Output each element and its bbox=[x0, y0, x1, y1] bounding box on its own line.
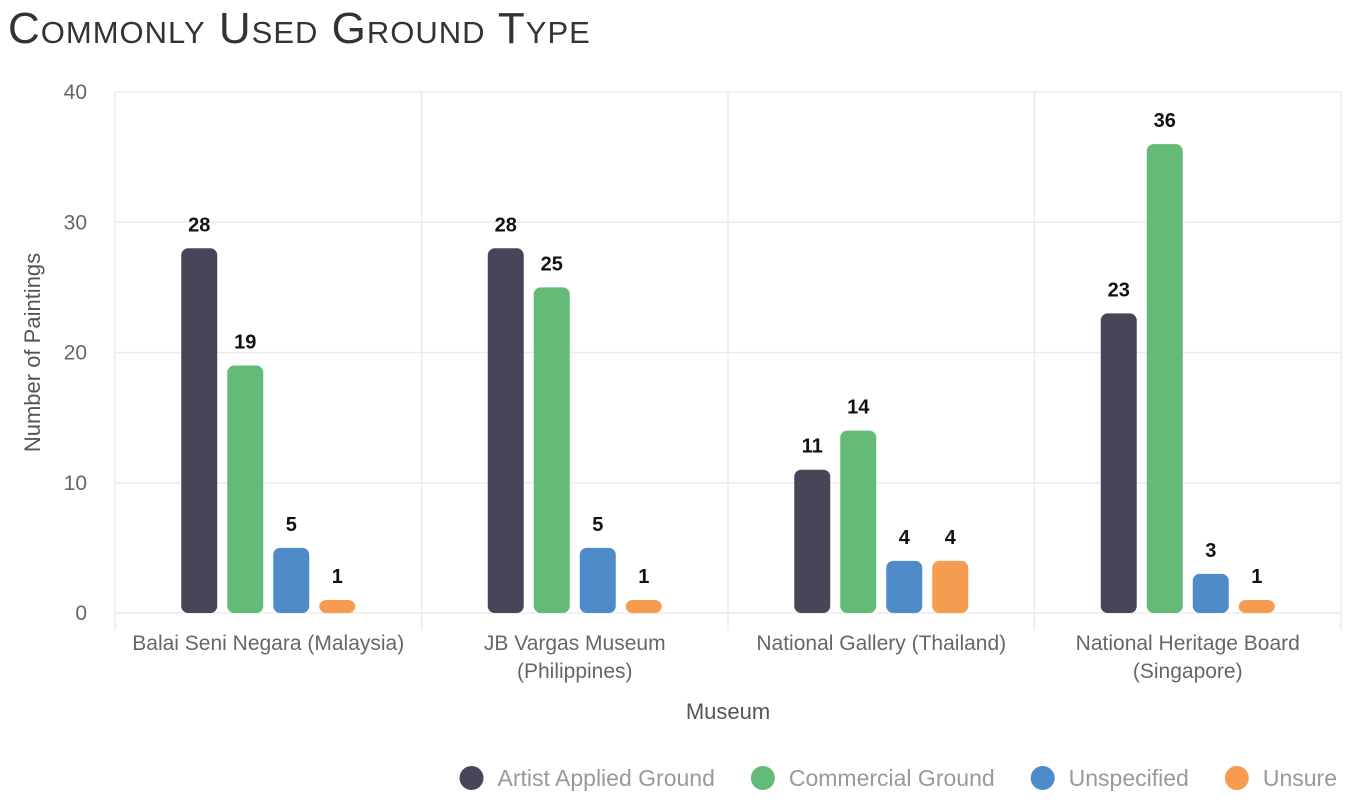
data-label: 28 bbox=[188, 214, 210, 236]
x-axis-title: Museum bbox=[686, 699, 770, 724]
data-label: 28 bbox=[495, 214, 517, 236]
x-tick-label: Balai Seni Negara (Malaysia) bbox=[132, 632, 404, 655]
x-tick-label: (Singapore) bbox=[1133, 660, 1243, 683]
grid bbox=[114, 91, 1342, 630]
legend-label: Commercial Ground bbox=[789, 765, 995, 791]
data-label: 5 bbox=[592, 514, 603, 536]
data-label: 5 bbox=[286, 514, 297, 536]
y-tick-label: 20 bbox=[64, 342, 87, 365]
bar bbox=[932, 560, 969, 613]
chart-title: Commonly Used Ground Type bbox=[8, 4, 591, 53]
legend-item: Artist Applied Ground bbox=[459, 765, 715, 791]
legend-item: Commercial Ground bbox=[750, 765, 995, 791]
data-label: 1 bbox=[1251, 566, 1262, 588]
bar bbox=[227, 365, 264, 613]
legend-item: Unsure bbox=[1224, 765, 1337, 791]
bars bbox=[181, 144, 1275, 614]
data-label: 25 bbox=[541, 253, 563, 275]
x-tick-label: National Gallery (Thailand) bbox=[756, 632, 1006, 655]
bar bbox=[181, 248, 218, 614]
bar bbox=[1192, 573, 1229, 613]
bar bbox=[579, 547, 616, 613]
data-label: 1 bbox=[332, 566, 343, 588]
x-tick-label: JB Vargas Museum bbox=[484, 632, 666, 655]
legend-swatch bbox=[1224, 766, 1249, 790]
bar bbox=[840, 430, 877, 613]
legend-swatch bbox=[459, 766, 484, 790]
data-label: 14 bbox=[847, 397, 870, 419]
y-tick-label: 40 bbox=[64, 81, 87, 104]
bar bbox=[1100, 313, 1137, 613]
x-tick-label: National Heritage Board bbox=[1076, 632, 1300, 655]
bar bbox=[625, 599, 662, 613]
legend-swatch bbox=[750, 766, 775, 790]
legend-label: Unspecified bbox=[1069, 765, 1189, 791]
data-label: 4 bbox=[945, 527, 957, 549]
bar bbox=[1146, 144, 1183, 613]
legend-label: Artist Applied Ground bbox=[498, 765, 715, 791]
bar bbox=[1238, 599, 1275, 613]
data-label: 3 bbox=[1205, 540, 1216, 562]
legend-item: Unspecified bbox=[1030, 765, 1189, 791]
bar bbox=[886, 560, 923, 613]
data-label: 36 bbox=[1154, 110, 1176, 132]
bar bbox=[319, 599, 356, 613]
data-label: 19 bbox=[234, 332, 256, 354]
bar bbox=[533, 287, 570, 613]
y-tick-label: 30 bbox=[64, 211, 87, 234]
y-tick-label: 0 bbox=[75, 602, 87, 625]
data-label: 4 bbox=[899, 527, 911, 549]
data-label: 23 bbox=[1108, 279, 1130, 301]
data-label: 1 bbox=[638, 566, 649, 588]
data-label: 11 bbox=[802, 436, 823, 458]
bar bbox=[487, 248, 524, 614]
legend: Artist Applied Ground Commercial Ground Un… bbox=[459, 765, 1337, 791]
bar bbox=[794, 469, 831, 613]
y-axis-title: Number of Paintings bbox=[20, 253, 45, 452]
bar bbox=[273, 547, 310, 613]
y-tick-label: 10 bbox=[64, 472, 87, 495]
x-tick-label: (Philippines) bbox=[517, 660, 633, 683]
legend-label: Unsure bbox=[1263, 765, 1337, 791]
legend-swatch bbox=[1030, 766, 1055, 790]
axes: 0 10 20 30 40 Balai Seni Negara (Malaysia) JB … bbox=[20, 81, 1300, 724]
